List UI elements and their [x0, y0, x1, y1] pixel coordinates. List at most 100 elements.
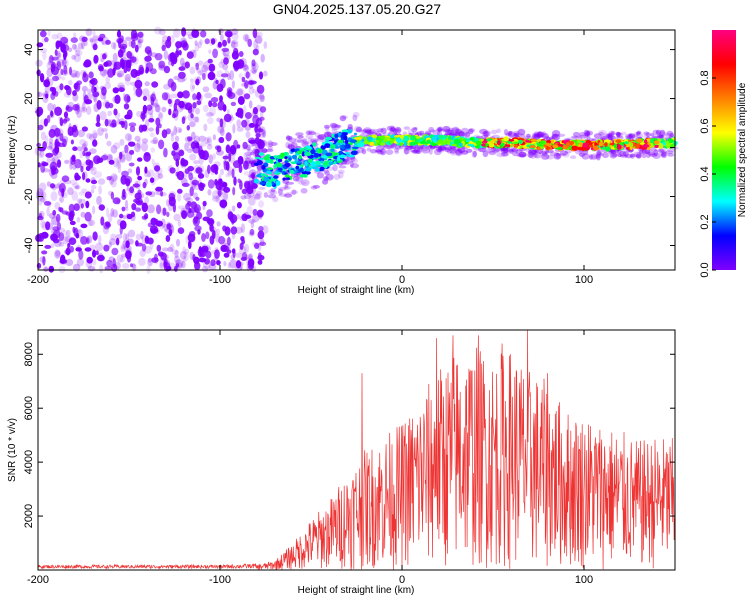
spectrogram-cell [650, 138, 655, 143]
spectrogram-cell [80, 106, 88, 113]
spectrogram-cell [338, 165, 347, 169]
spectrogram-cell [305, 130, 311, 136]
spectrogram-cell [494, 138, 498, 141]
spectrogram-cell [194, 225, 202, 232]
spectrogram-cell [350, 150, 358, 155]
spectrogram-cell [127, 238, 134, 245]
spectrogram-cell [50, 243, 55, 249]
spectrogram-cell [503, 136, 509, 142]
spectrogram-cell [312, 142, 317, 147]
spectrogram-cell [659, 148, 665, 155]
spectrogram-cell [61, 76, 66, 81]
spectrogram-cell [158, 111, 163, 119]
spectrogram-cell [537, 131, 545, 138]
spectrogram-cell [195, 167, 203, 174]
spectrogram-cell [467, 143, 475, 147]
spectrogram-cell [59, 196, 64, 203]
spectrogram-cell [615, 131, 622, 136]
spectrogram-cell [140, 142, 149, 152]
spectrogram-cell [656, 131, 660, 135]
spectrogram-cell [101, 72, 106, 78]
spectrogram-cell [37, 91, 43, 98]
spectrogram-cell [107, 153, 113, 161]
spectrogram-cell [45, 221, 51, 231]
spectrogram-cell [486, 148, 493, 153]
spectrogram-cell [245, 160, 251, 166]
spectrogram-cell [633, 151, 642, 158]
spectrogram-cell [100, 216, 105, 226]
spectrogram-cell [301, 140, 309, 148]
spectrogram-cell [513, 132, 520, 137]
spectrogram-cell [581, 153, 590, 160]
spectrogram-cell [225, 132, 232, 142]
spectrogram-cell [599, 131, 605, 135]
spectrogram-cell [446, 149, 452, 154]
spectrogram-cell [526, 133, 531, 138]
spectrogram-cell [505, 132, 511, 136]
spectrogram-cell [624, 154, 634, 159]
spectrogram-cell [442, 125, 451, 132]
spectrogram-cell [403, 135, 410, 142]
spectrogram-cell [251, 59, 256, 67]
spectrogram-cell [158, 139, 165, 150]
spectrogram-cell [64, 235, 73, 243]
spectrogram-cell [455, 148, 462, 155]
spectrogram-cell [96, 157, 104, 163]
spectrogram-cell [220, 168, 224, 176]
spectrogram-cell [437, 126, 443, 132]
spectrogram-cell [147, 222, 153, 228]
spectrogram-cell [658, 131, 667, 137]
spectrogram-cell [202, 104, 209, 113]
spectrogram-cell [665, 142, 671, 147]
spectrogram-cell [180, 251, 187, 260]
spectrogram-cell [608, 130, 616, 136]
spectrogram-cell [75, 70, 80, 78]
spectrogram-cell [583, 129, 590, 137]
spectrogram-cell [60, 68, 64, 76]
spectrogram-cell [536, 134, 544, 139]
spectrogram-cell [635, 131, 641, 136]
spectrogram-cell [92, 95, 97, 102]
spectrogram-cell [54, 91, 59, 97]
spectrogram-cell [331, 124, 340, 131]
spectrogram-cell [69, 246, 74, 253]
spectrogram-cell [42, 197, 47, 203]
spectrogram-cell [191, 28, 197, 38]
spectrogram-cell [212, 48, 219, 59]
spectrogram-cell [40, 196, 45, 203]
spectrogram-cell [290, 190, 298, 195]
spectrogram-cell [50, 236, 55, 241]
spectrogram-cell [102, 53, 107, 60]
spectrogram-cell [320, 160, 324, 164]
spectrogram-cell [156, 204, 162, 215]
spectrogram-cell [99, 85, 105, 91]
spectrogram-cell [342, 135, 348, 140]
spectrogram-cell [163, 65, 171, 74]
spectrogram-cell [558, 153, 567, 157]
spectrogram-cell [55, 213, 61, 223]
spectrogram-cell [285, 141, 290, 149]
spectrogram-cell [366, 131, 375, 135]
spectrogram-cell [410, 149, 419, 153]
spectrogram-cell [90, 189, 95, 194]
spectrogram-cell [654, 144, 660, 148]
spectrogram-cell [214, 249, 220, 259]
spectrogram-cell [180, 40, 188, 48]
spectrogram-cell [61, 175, 70, 182]
spectrogram-cell [110, 179, 117, 188]
spectrogram-cell [516, 154, 526, 158]
spectrogram-cell [215, 180, 223, 191]
spectrogram-cell [80, 165, 84, 173]
spectrogram-cell [178, 66, 186, 71]
spectrogram-cell [417, 146, 423, 153]
spectrogram-cell [173, 145, 180, 155]
spectrogram-cell [407, 128, 415, 136]
spectrogram-cell [261, 148, 268, 154]
spectrogram-cell [77, 42, 83, 50]
spectrogram-cell [628, 133, 633, 138]
spectrogram-cell [59, 83, 64, 91]
spectrogram-cell [420, 141, 425, 144]
spectrogram-cell [125, 151, 132, 162]
spectrogram-cell [252, 241, 260, 248]
